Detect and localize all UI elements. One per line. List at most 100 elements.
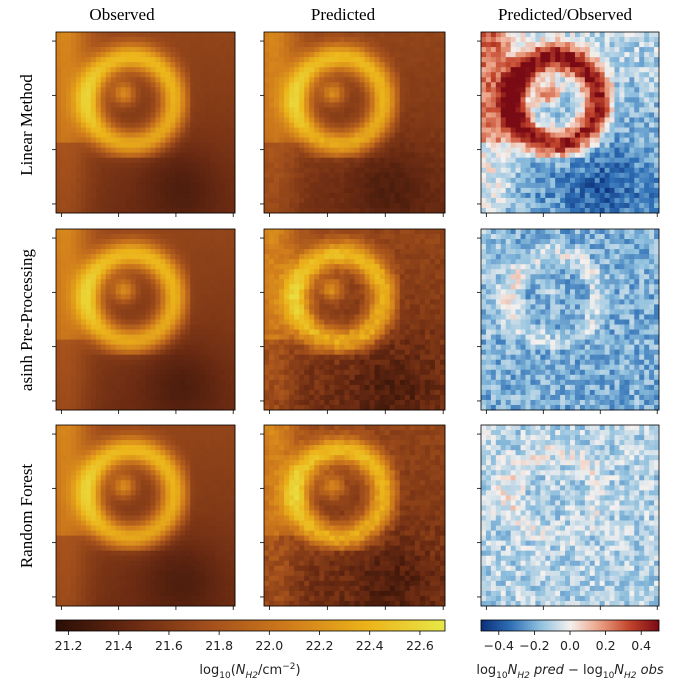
heatmap-cell	[230, 274, 236, 280]
heatmap-cell	[639, 152, 645, 159]
heatmap-cell	[299, 172, 305, 179]
heatmap-cell	[95, 172, 102, 179]
heatmap-cell	[344, 107, 350, 113]
heatmap-cell	[210, 259, 216, 265]
heatmap-cell	[614, 162, 620, 169]
heatmap-cell	[589, 32, 596, 38]
heatmap-cell	[481, 87, 487, 93]
heatmap-cell	[609, 202, 615, 209]
heatmap-cell	[419, 172, 426, 179]
heatmap-cell	[354, 87, 360, 93]
heatmap-cell	[364, 152, 370, 159]
heatmap-cell	[125, 264, 131, 270]
heatmap-cell	[530, 37, 536, 43]
heatmap-cell	[384, 57, 391, 63]
heatmap-cell	[155, 334, 161, 341]
heatmap-cell	[215, 249, 221, 255]
heatmap-cell	[110, 182, 117, 189]
heatmap-cell	[195, 132, 201, 138]
heatmap-cell	[170, 304, 176, 310]
heatmap-cell	[299, 192, 305, 199]
heatmap-cell	[364, 122, 370, 128]
heatmap-cell	[60, 334, 67, 341]
heatmap-cell	[629, 52, 635, 58]
heatmap-cell	[85, 172, 92, 179]
heatmap-cell	[65, 349, 72, 356]
heatmap-cell	[555, 177, 561, 184]
heatmap-cell	[495, 87, 502, 93]
heatmap-cell	[110, 157, 117, 164]
heatmap-cell	[579, 82, 586, 88]
heatmap-cell	[654, 102, 660, 108]
heatmap-cell	[100, 359, 107, 366]
heatmap-cell	[379, 72, 386, 78]
heatmap-cell	[145, 374, 151, 381]
heatmap-cell	[120, 87, 127, 93]
heatmap-cell	[215, 324, 221, 330]
heatmap-cell	[65, 364, 72, 371]
heatmap-cell	[644, 177, 650, 184]
heatmap-cell	[314, 92, 320, 98]
heatmap-cell	[175, 334, 181, 341]
heatmap-cell	[299, 47, 305, 53]
heatmap-cell	[70, 364, 77, 371]
heatmap-cell	[584, 192, 591, 199]
heatmap-cell	[155, 97, 161, 103]
heatmap-cell	[344, 202, 350, 209]
heatmap-cell	[319, 52, 325, 58]
heatmap-cell	[205, 339, 211, 346]
heatmap-cell	[344, 142, 350, 149]
heatmap-cell	[481, 72, 487, 78]
heatmap-cell	[545, 172, 551, 179]
heatmap-cell	[629, 67, 635, 73]
heatmap-cell	[589, 172, 596, 179]
heatmap-cell	[185, 359, 191, 366]
heatmap-cell	[65, 319, 72, 325]
heatmap-cell	[439, 162, 446, 169]
heatmap-cell	[110, 127, 117, 133]
heatmap-cell	[155, 339, 161, 346]
heatmap-cell	[160, 32, 166, 38]
heatmap-cell	[349, 187, 355, 194]
heatmap-cell	[230, 127, 236, 133]
heatmap-cell	[220, 72, 226, 78]
heatmap-cell	[215, 167, 221, 174]
heatmap-cell	[130, 244, 136, 250]
heatmap-cell	[274, 112, 280, 118]
heatmap-cell	[434, 197, 441, 204]
heatmap-cell	[205, 102, 211, 108]
heatmap-cell	[510, 167, 517, 174]
heatmap-cell	[570, 192, 576, 199]
heatmap-cell	[560, 47, 566, 53]
heatmap-cell	[90, 234, 97, 240]
heatmap-cell	[110, 92, 117, 98]
heatmap-cell	[434, 192, 441, 199]
heatmap-cell	[120, 42, 127, 48]
heatmap-cell	[115, 364, 122, 371]
heatmap-cell	[334, 67, 340, 73]
heatmap-cell	[155, 349, 161, 356]
heatmap-cell	[570, 32, 576, 38]
heatmap-cell	[304, 67, 310, 73]
heatmap-cell	[160, 172, 166, 179]
heatmap-cell	[349, 102, 355, 108]
heatmap-cell	[344, 97, 350, 103]
heatmap-cell	[520, 137, 526, 144]
heatmap-cell	[614, 137, 620, 144]
heatmap-cell	[95, 294, 102, 300]
heatmap-cell	[145, 67, 151, 73]
heatmap-cell	[269, 162, 275, 169]
heatmap-cell	[115, 47, 122, 53]
heatmap-cell	[394, 192, 401, 199]
heatmap-cell	[110, 37, 117, 43]
heatmap-cell	[329, 97, 335, 103]
heatmap-cell	[220, 284, 226, 290]
heatmap-cell	[56, 117, 62, 123]
heatmap-cell	[500, 142, 507, 149]
heatmap-cell	[80, 167, 87, 174]
heatmap-cell	[100, 47, 107, 53]
heatmap-cell	[579, 142, 586, 149]
heatmap-cell	[145, 127, 151, 133]
heatmap-cell	[70, 107, 77, 113]
heatmap-cell	[279, 87, 285, 93]
